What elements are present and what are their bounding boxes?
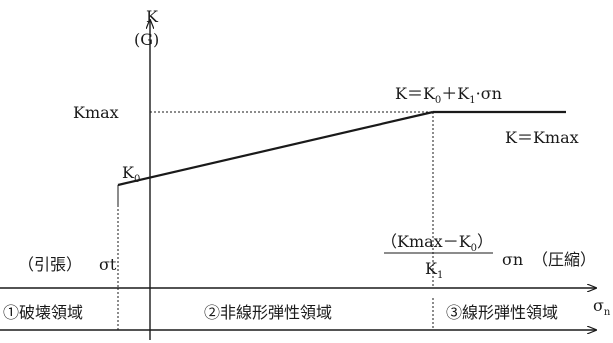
linear-formula: K＝Kmax (505, 128, 579, 147)
y-axis-label: K (146, 7, 159, 26)
fraction-denominator: K1 (425, 259, 443, 281)
nonlinear-formula: K＝K0＋K1·σn (395, 84, 502, 106)
k0-label: K0 (122, 163, 140, 185)
x-axis-label: σn (593, 296, 611, 318)
nonlinear-segment (117, 110, 434, 187)
fraction-numerator: （Kmax－K0） (381, 232, 493, 254)
compression-label: （圧縮） (532, 250, 596, 269)
tension-label: （引張） (18, 255, 82, 274)
region-failure: ①破壊領域 (3, 303, 83, 322)
region-linear: ③線形弾性領域 (446, 303, 558, 322)
kmax-label: Kmax (73, 103, 119, 122)
region-nonlinear: ②非線形弾性領域 (204, 303, 332, 322)
fraction-sigma: σn (502, 250, 523, 269)
sigma-t-label: σt (99, 255, 117, 274)
y-axis-sublabel: (G) (134, 30, 159, 49)
